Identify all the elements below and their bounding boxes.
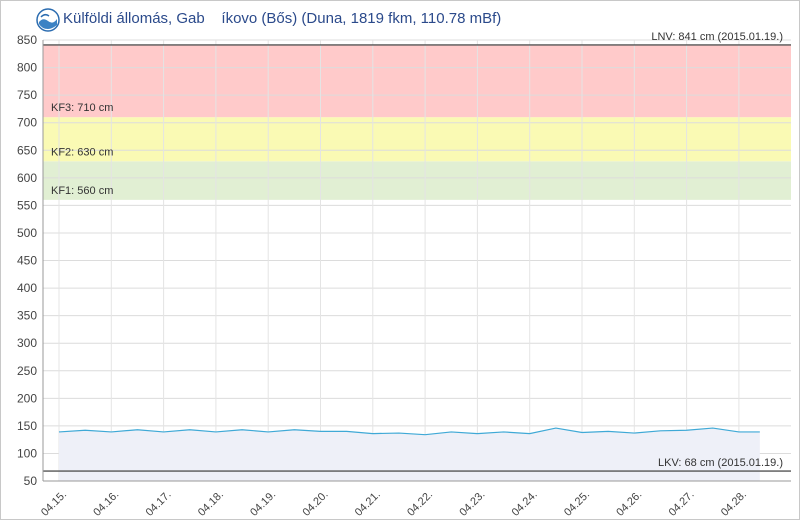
series-area (59, 428, 760, 481)
x-tick-label: 04.24. (510, 489, 540, 519)
y-tick-label: 100 (17, 446, 37, 460)
x-tick-label: 04.27. (667, 489, 697, 519)
y-tick-label: 800 (17, 61, 37, 75)
y-tick-label: 450 (17, 254, 37, 268)
band-kf1 (43, 161, 791, 200)
series-line (58, 427, 760, 436)
y-tick-label: 200 (17, 391, 37, 405)
x-tick-label: 04.26. (614, 489, 644, 519)
y-tick-label: 600 (17, 171, 37, 185)
x-tick-label: 04.19. (248, 489, 278, 519)
y-tick-label: 50 (24, 474, 38, 488)
band-kf2 (43, 117, 791, 162)
x-tick-label: 04.20. (301, 489, 331, 519)
y-tick-label: 250 (17, 364, 37, 378)
x-tick-label: 04.17. (144, 489, 174, 519)
x-tick-label: 04.21. (353, 489, 383, 519)
x-tick-label: 04.28. (719, 489, 749, 519)
y-tick-label: 700 (17, 116, 37, 130)
y-tick-label: 400 (17, 281, 37, 295)
y-tick-label: 850 (17, 33, 37, 47)
x-tick-label: 04.23. (457, 489, 487, 519)
chart-title: Külföldi állomás, Gab íkovo (Bős) (Duna,… (63, 10, 502, 27)
x-tick-label: 04.22. (405, 489, 435, 519)
y-tick-label: 300 (17, 336, 37, 350)
y-tick-label: 750 (17, 88, 37, 102)
band-label-kf3: KF3: 710 cm (51, 102, 113, 114)
band-label-kf1: KF1: 560 cm (51, 185, 113, 197)
ovf-wave-logo-icon (36, 8, 60, 32)
band-kf3 (43, 44, 791, 118)
y-tick-label: 150 (17, 419, 37, 433)
y-tick-label: 650 (17, 143, 37, 157)
reference-label-lnv: LNV: 841 cm (2015.01.19.) (651, 31, 783, 43)
x-tick-label: 04.16. (91, 489, 121, 519)
x-tick-label: 04.25. (562, 489, 592, 519)
x-tick-label: 04.18. (196, 489, 226, 519)
band-label-kf2: KF2: 630 cm (51, 146, 113, 158)
x-tick-label: 04.15. (39, 489, 69, 519)
y-tick-label: 550 (17, 198, 37, 212)
y-tick-label: 350 (17, 309, 37, 323)
y-tick-label: 500 (17, 226, 37, 240)
reference-label-lkv: LKV: 68 cm (2015.01.19.) (658, 457, 783, 469)
